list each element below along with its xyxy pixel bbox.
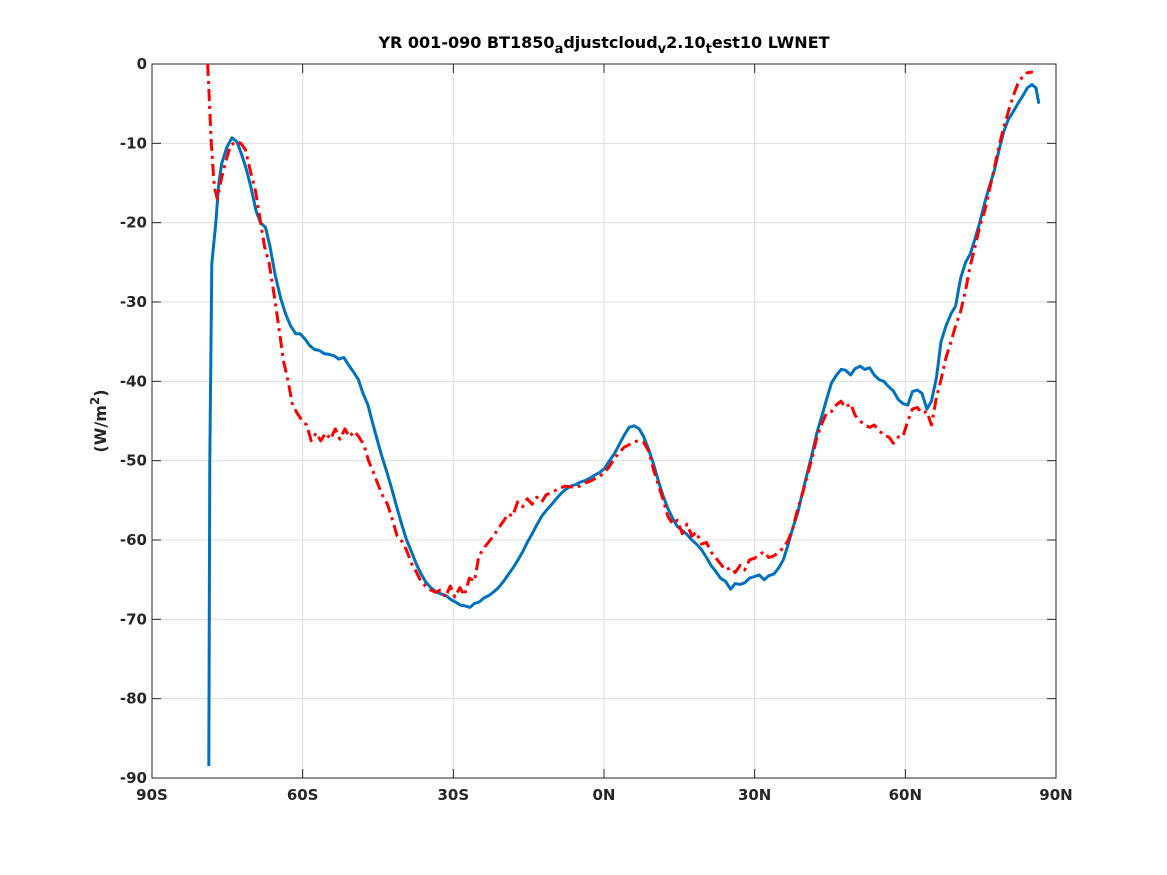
y-tick-label: -60 [120,531,147,549]
series-1-line [207,83,1041,767]
y-tick-labels: 0 -10 -20 -30 -40 -50 -60 -70 -80 -90 [120,55,147,787]
y-tick-label: -80 [120,690,147,708]
y-tick-label: -10 [120,134,147,152]
y-label-superscript: 2 [88,397,102,405]
x-tick-label: 0N [593,786,616,804]
y-tick-label: -40 [120,372,147,390]
title-segment: YR 001-090 BT1850 [377,33,554,52]
y-tick-label: -90 [120,769,147,787]
y-tick-label: -30 [120,293,147,311]
title-segment: 2.10 [666,33,705,52]
series-lines [206,63,1041,767]
chart-title: YR 001-090 BT1850adjustcloudv2.10test10 … [377,33,829,57]
title-segment: est10 LWNET [712,33,830,52]
x-tick-label: 60N [889,786,922,804]
tick-marks [151,63,1057,779]
y-tick-label: -20 [120,214,147,232]
x-tick-label: 60S [287,786,319,804]
x-tick-label: 30S [437,786,469,804]
title-subscript: v [658,42,667,57]
x-tick-labels: 90S 60S 30S 0N 30N 60N 90N [136,786,1073,804]
y-label-main: (W/m [91,405,110,452]
series-2-line [206,63,1034,599]
x-tick-label: 90S [136,786,168,804]
title-subscript: a [555,42,564,57]
y-tick-label: -50 [120,452,147,470]
y-axis-label: (W/m2) [88,389,110,452]
x-tick-label: 30N [738,786,771,804]
x-tick-label: 90N [1039,786,1072,804]
y-label-close: ) [91,389,110,396]
title-subscript: t [706,42,712,57]
y-tick-label: 0 [137,55,147,73]
y-tick-label: -70 [120,610,147,628]
title-segment: djustcloud [563,33,657,52]
